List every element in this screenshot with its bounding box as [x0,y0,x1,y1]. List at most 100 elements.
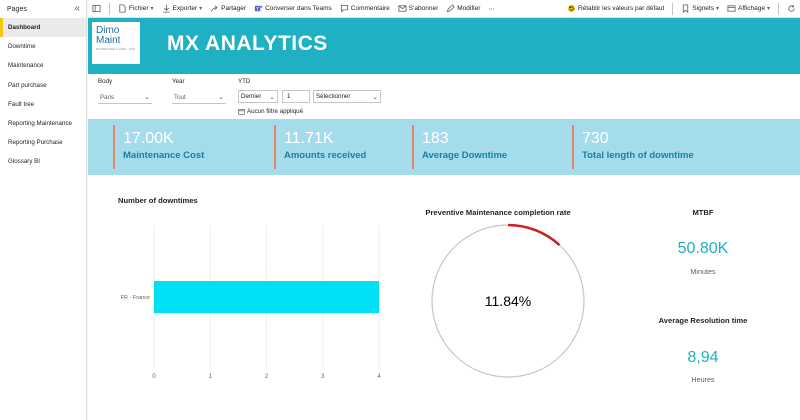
sidebar-title: Pages [7,5,27,13]
bookmarks-menu[interactable]: Signets ▾ [677,4,723,13]
pages-sidebar: Pages « Dashboard Downtime Maintenance Part… [0,0,87,420]
y-category-label: FR - France [121,295,150,301]
comment-icon [340,4,348,13]
double-chevron-left-icon[interactable]: « [74,3,80,14]
kpi-amounts-received: 11.71K Amounts received [274,125,404,169]
chevron-down-icon: ▾ [715,6,719,12]
year-dropdown-value: Tout [174,93,186,101]
body-dropdown-value: Paris [100,93,115,101]
chevron-down-icon: ▾ [150,6,154,12]
x-tick-label: 3 [321,374,325,380]
collapse-panel-button[interactable] [88,4,105,13]
report-banner: Dimo Maint MAINTENANCE & GMAO · MCS MX A… [88,18,800,74]
logo-tagline: MAINTENANCE & GMAO · MCS [96,48,136,51]
teams-icon: T [254,5,263,11]
no-filter-text: Aucun filtre appliqué [247,108,304,115]
reset-label: Rétablir les valeurs par défaut [577,5,665,12]
edit-button[interactable]: Modifier [442,4,484,13]
bookmarks-label: Signets [692,5,714,12]
export-label: Exporter [172,5,198,12]
file-icon [119,4,126,13]
resolution-unit: Heures [691,375,715,384]
share-button[interactable]: Partager [206,4,250,13]
refresh-icon [788,5,795,12]
share-label: Partager [221,5,247,12]
kpi-maintenance-cost: 17.00K Maintenance Cost [113,125,253,169]
mtbf-title: MTBF [692,208,714,217]
downtimes-chart-title: Number of downtimes [118,196,198,205]
resolution-title: Average Resolution time [658,316,748,325]
ytd-mode-value: Dernier [241,93,262,100]
reset-defaults-button[interactable]: Rétablir les valeurs par défaut [563,4,668,13]
refresh-button[interactable] [783,4,800,13]
ytd-filter-label: YTD [238,78,251,85]
chevron-down-icon: ⌄ [144,94,150,101]
mtbf-unit: Minutes [690,267,716,276]
panel-icon [92,4,101,13]
year-dropdown[interactable]: Tout ⌄ [172,91,226,104]
completion-rate-donut[interactable]: 11.84% [428,221,588,381]
filter-status: Aucun filtre appliqué [238,108,303,115]
subscribe-button[interactable]: S'abonner [394,4,442,13]
view-label: Affichage [738,5,765,12]
kpi-label: Average Downtime [422,150,508,161]
ytd-number-input[interactable]: 1 [282,90,310,103]
toolbar-divider [672,2,674,15]
sidebar-item-fault-tree[interactable]: Fault tree [8,100,35,108]
ytd-mode-dropdown[interactable]: Dernier ⌄ [238,90,278,103]
body-dropdown[interactable]: Paris ⌄ [98,91,152,104]
edit-label: Modifier [457,5,481,12]
logo-text-line1: Dimo [96,25,120,36]
kpi-average-downtime: 183 Average Downtime [412,125,552,169]
reset-icon [567,4,576,13]
x-tick-label: 0 [152,374,156,380]
completion-rate-title: Preventive Maintenance completion rate [425,208,571,217]
kpi-value: 730 [582,130,609,147]
sidebar-item-part-purchase[interactable]: Part purchase [8,81,47,89]
ytd-period-value: Sélectionner [316,93,351,100]
kpi-value: 183 [422,130,449,147]
sidebar-item-reporting-maintenance[interactable]: Reporting Maintenance [8,120,72,128]
kpi-total-downtime: 730 Total length of downtime [572,125,752,169]
subscribe-label: S'abonner [408,5,439,12]
bookmark-icon [683,4,689,13]
file-menu[interactable]: Fichier ▾ [114,4,158,13]
ytd-period-dropdown[interactable]: Sélectionner ⌄ [313,90,381,103]
mail-icon [398,5,407,12]
view-menu[interactable]: Affichage ▾ [723,4,774,13]
chevron-down-icon: ▾ [199,6,203,12]
chevron-down-icon: ⌄ [269,93,275,101]
export-menu[interactable]: Exporter ▾ [158,4,207,13]
kpi-value: 17.00K [123,130,174,147]
dimomaint-logo: Dimo Maint MAINTENANCE & GMAO · MCS [92,22,140,64]
export-icon [162,4,170,13]
chevron-down-icon: ⌄ [218,94,224,101]
resolution-value: 8,94 [687,349,719,366]
chevron-down-icon: ⌄ [372,93,378,101]
view-icon [727,5,736,12]
downtimes-bar-chart[interactable]: 0 1 2 3 4 FR - France [112,208,392,383]
more-options-button[interactable]: ⋯ [484,5,499,13]
report-toolbar: Fichier ▾ Exporter ▾ Partager T Converse… [88,0,800,18]
calendar-icon [238,109,245,115]
sidebar-item-downtime[interactable]: Downtime [8,43,36,51]
mtbf-value: 50.80K [677,240,729,257]
sidebar-header: Pages « [0,0,86,18]
donut-value-arc[interactable] [507,223,561,246]
bar[interactable] [154,281,379,313]
kpi-label: Maintenance Cost [123,150,205,161]
pencil-icon [446,4,455,13]
sidebar-item-maintenance[interactable]: Maintenance [8,62,44,70]
report-title: MX ANALYTICS [167,32,328,55]
comment-button[interactable]: Commentaire [336,4,394,13]
teams-button[interactable]: T Converser dans Teams [250,4,336,13]
sidebar-item-glossary-bi[interactable]: Glossary BI [8,158,40,166]
sidebar-item-dashboard[interactable]: Dashboard [0,18,86,38]
kpi-label: Amounts received [284,150,367,161]
logo-text-line2: Maint [96,35,121,46]
kpi-band: 17.00K Maintenance Cost 11.71K Amounts r… [88,119,800,175]
sidebar-item-reporting-purchase[interactable]: Reporting Purchase [8,139,63,147]
kpi-label: Total length of downtime [582,150,694,161]
toolbar-divider [778,2,779,15]
body-filter-label: Body [98,78,113,85]
